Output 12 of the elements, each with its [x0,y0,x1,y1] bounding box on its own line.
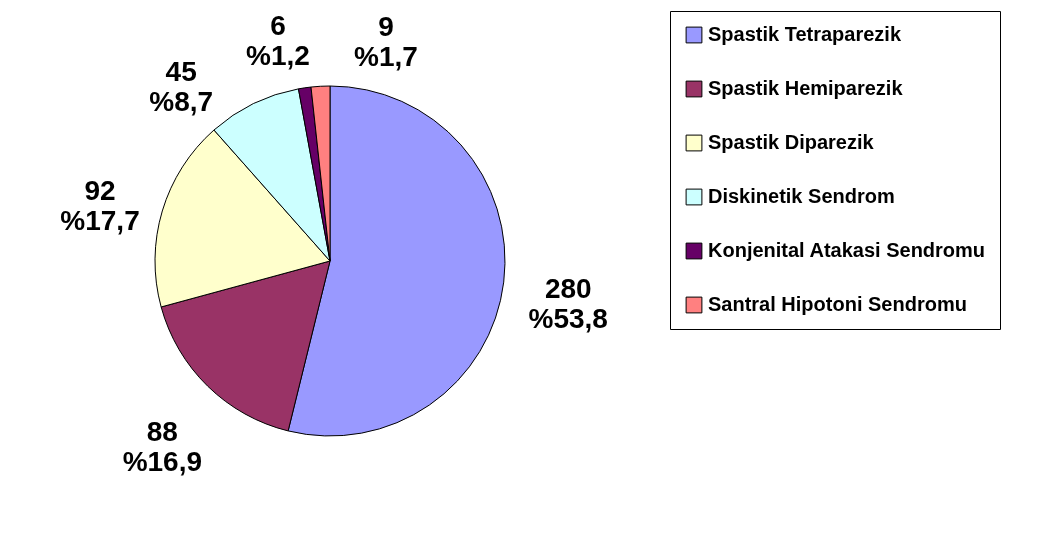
legend-label: Diskinetik Sendrom [708,185,895,207]
legend-label: Spastik Diparezik [708,131,875,153]
data-label: 88 %16,9 [122,415,203,477]
legend-label: Spastik Tetraparezik [708,23,902,45]
legend-label: Santral Hipotoni Sendromu [708,293,967,315]
data-label: 92 %17,7 [60,175,140,237]
data-label: 280 %53,8 [528,272,608,334]
data-label: 9 %1,7 [354,10,418,72]
data-label: 6 %1,2 [246,9,310,71]
legend-label: Konjenital Atakasi Sendromu [708,239,986,261]
legend-label: Spastik Hemiparezik [708,77,904,99]
data-label: 45 %8,7 [149,55,214,117]
